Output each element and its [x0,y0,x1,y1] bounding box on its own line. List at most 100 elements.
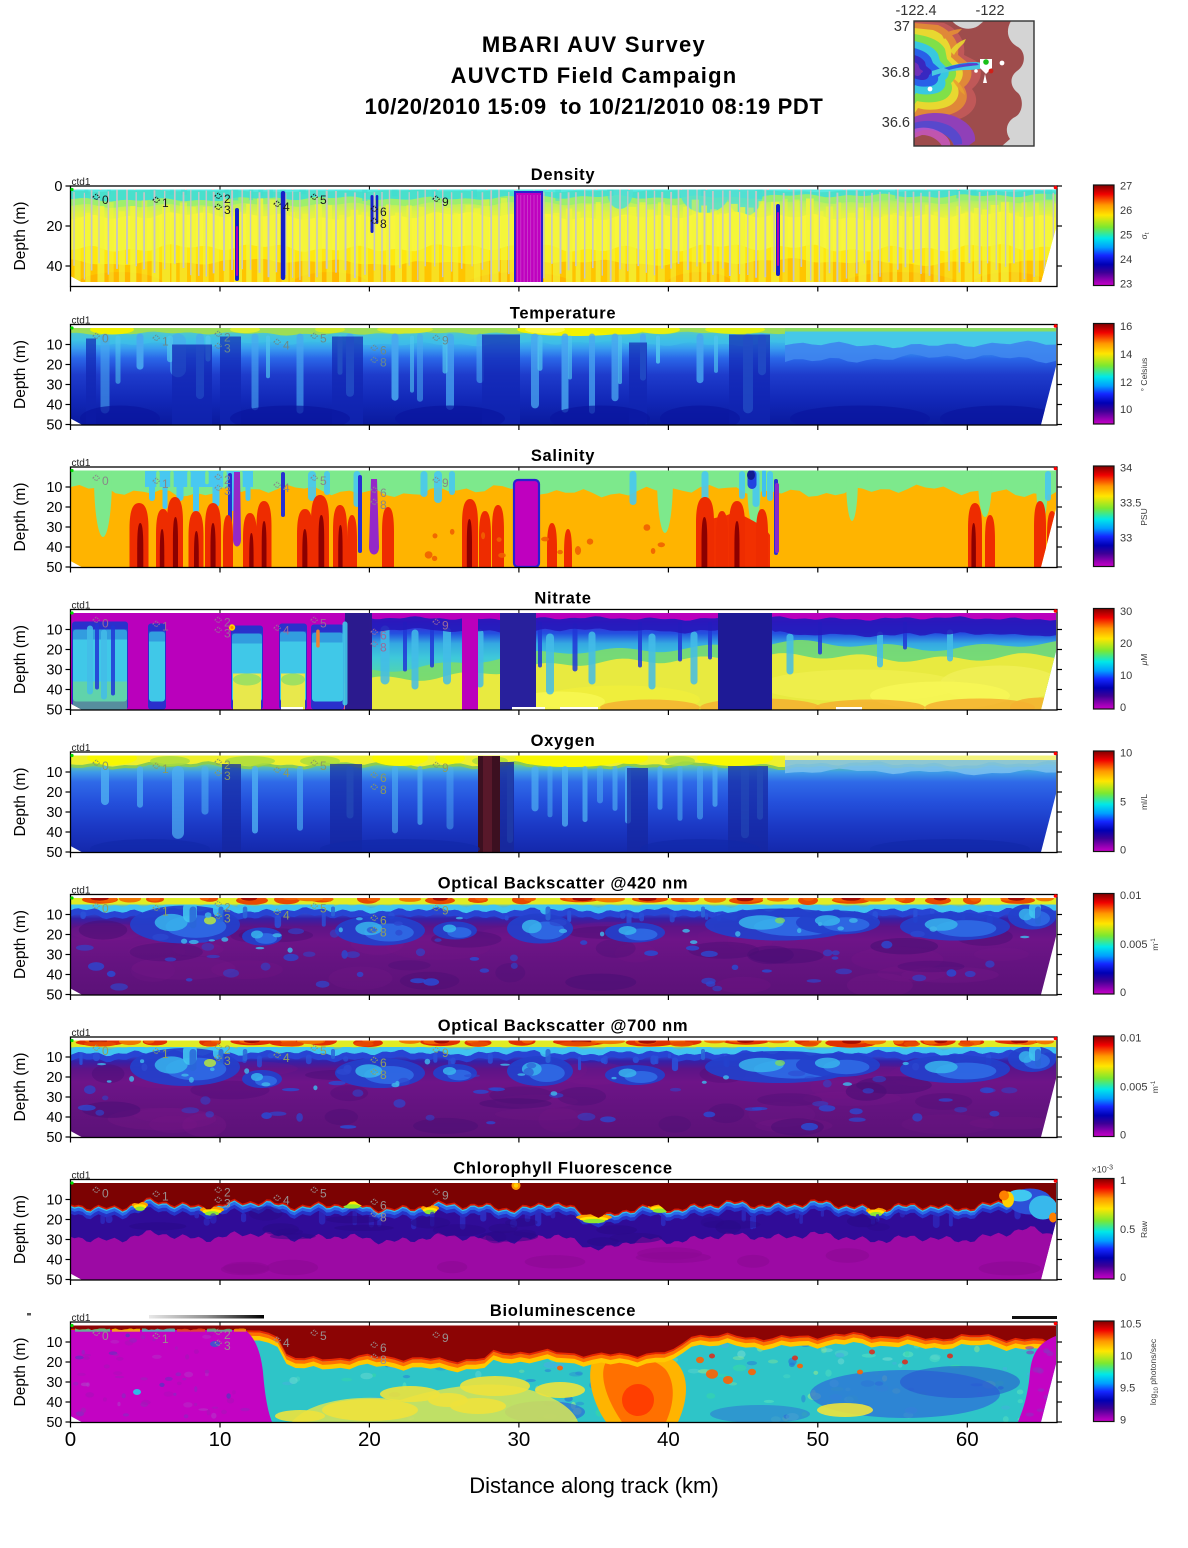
svg-text:23: 23 [1120,279,1132,291]
svg-text:8: 8 [380,498,387,512]
svg-text:6: 6 [380,629,387,643]
svg-text:4: 4 [283,481,290,495]
svg-text:9: 9 [1120,1415,1126,1427]
svg-text:20: 20 [46,1355,62,1371]
svg-text:5: 5 [320,1187,327,1201]
svg-text:Optical Backscatter @700 nm: Optical Backscatter @700 nm [438,1017,689,1035]
svg-text:3: 3 [224,769,231,783]
svg-text:60: 60 [956,1428,979,1451]
svg-text:30: 30 [46,805,62,821]
svg-text:Depth (m): Depth (m) [12,1195,29,1264]
svg-text:33.5: 33.5 [1120,498,1141,510]
svg-text:σt: σt [1139,232,1151,239]
svg-text:10: 10 [46,1335,62,1351]
svg-text:Temperature: Temperature [510,305,616,323]
svg-text:10: 10 [46,1050,62,1066]
svg-text:50: 50 [46,418,62,434]
svg-text:8: 8 [380,926,387,940]
svg-text:Depth (m): Depth (m) [12,910,29,979]
svg-text:5: 5 [320,474,327,488]
svg-text:2: 2 [224,192,231,206]
svg-text:ctd1: ctd1 [72,1028,91,1039]
svg-text:1: 1 [162,335,169,349]
svg-text:30: 30 [46,948,62,964]
svg-text:0: 0 [102,1329,109,1343]
svg-text:10: 10 [1120,1351,1132,1363]
svg-text:37: 37 [894,19,910,35]
svg-text:20: 20 [46,1070,62,1086]
svg-text:0.01: 0.01 [1120,1033,1141,1045]
svg-text:9: 9 [442,761,449,775]
svg-text:34: 34 [1120,463,1132,475]
svg-text:3: 3 [224,1197,231,1211]
svg-text:40: 40 [46,398,62,414]
svg-text:Salinity: Salinity [531,447,595,465]
svg-text:16: 16 [1120,321,1132,333]
svg-text:0: 0 [102,759,109,773]
svg-text:1: 1 [162,905,169,919]
svg-text:10/20/2010 15:09 to 10/21/201: 10/20/2010 15:09 to 10/21/2010 08:19 PDT [365,94,824,119]
svg-text:30: 30 [46,1233,62,1249]
svg-text:36.8: 36.8 [882,65,910,81]
svg-text:8: 8 [380,1068,387,1082]
svg-text:6: 6 [380,205,387,219]
svg-text:4: 4 [283,200,290,214]
svg-text:20: 20 [46,785,62,801]
svg-text:-122: -122 [975,3,1004,19]
svg-text:27: 27 [1120,181,1132,193]
svg-text:10: 10 [1120,404,1132,416]
svg-text:ctd1: ctd1 [72,177,91,188]
svg-text:3: 3 [224,484,231,498]
svg-text:3: 3 [224,203,231,217]
svg-text:20: 20 [46,643,62,659]
svg-text:50: 50 [46,1273,62,1289]
svg-text:MBARI AUV Survey: MBARI AUV Survey [482,32,706,57]
svg-text:9: 9 [442,195,449,209]
svg-text:25: 25 [1120,230,1132,242]
svg-text:log10 photons/sec: log10 photons/sec [1148,1338,1160,1405]
svg-text:6: 6 [380,914,387,928]
svg-text:5: 5 [320,902,327,916]
svg-text:μM: μM [1139,654,1149,667]
svg-text:6: 6 [380,1056,387,1070]
svg-text:20: 20 [1120,638,1132,650]
svg-text:50: 50 [46,988,62,1004]
svg-text:8: 8 [380,217,387,231]
svg-text:30: 30 [46,1090,62,1106]
svg-text:8: 8 [380,1211,387,1225]
svg-text:PSU: PSU [1139,508,1149,525]
svg-text:1: 1 [162,620,169,634]
svg-text:0: 0 [102,193,109,207]
svg-text:4: 4 [283,1051,290,1065]
svg-text:0: 0 [102,1187,109,1201]
svg-text:36.6: 36.6 [882,115,910,131]
svg-text:×10-3: ×10-3 [1092,1165,1114,1175]
svg-text:24: 24 [1120,254,1132,266]
svg-text:6: 6 [380,486,387,500]
svg-text:ctd1: ctd1 [72,316,91,327]
svg-text:2: 2 [224,1328,231,1342]
svg-text:4: 4 [283,624,290,638]
svg-text:50: 50 [46,1130,62,1146]
svg-text:10: 10 [46,338,62,354]
svg-text:10: 10 [46,908,62,924]
svg-text:0: 0 [102,617,109,631]
svg-text:20: 20 [46,500,62,516]
svg-text:4: 4 [283,1336,290,1350]
svg-text:9: 9 [442,334,449,348]
svg-text:5: 5 [320,617,327,631]
svg-text:4: 4 [283,1194,290,1208]
svg-text:0: 0 [102,902,109,916]
svg-text:30: 30 [46,378,62,394]
svg-text:20: 20 [46,358,62,374]
svg-text:9: 9 [442,619,449,633]
svg-text:0: 0 [1120,1272,1126,1284]
svg-text:0: 0 [1120,1130,1126,1142]
svg-text:Depth (m): Depth (m) [12,1053,29,1122]
svg-text:40: 40 [657,1428,680,1451]
svg-text:26: 26 [1120,205,1132,217]
svg-text:3: 3 [224,1339,231,1353]
svg-text:9: 9 [442,476,449,490]
svg-text:Bioluminescence: Bioluminescence [490,1302,636,1320]
svg-text:2: 2 [224,758,231,772]
